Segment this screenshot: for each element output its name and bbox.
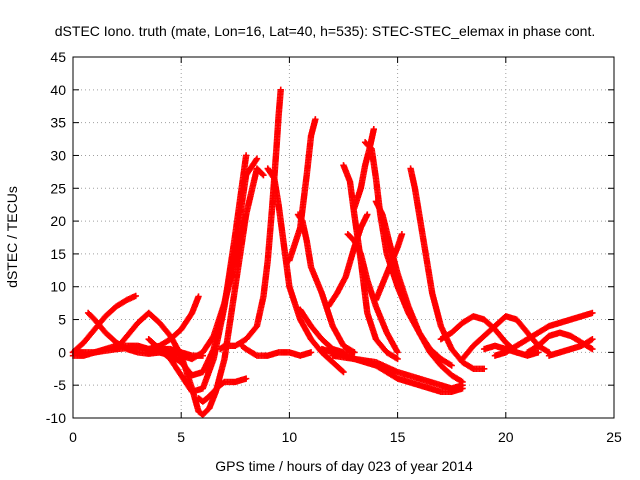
data-point: [260, 171, 267, 179]
x-axis-label: GPS time / hours of day 023 of year 2014: [215, 458, 473, 474]
series-8: [195, 375, 250, 405]
y-tick-label: -10: [46, 410, 66, 426]
data-point: [312, 116, 319, 123]
data-point: [351, 349, 358, 356]
data-point: [195, 293, 202, 300]
data-point: [242, 152, 250, 159]
series-28: [491, 309, 596, 359]
data-point: [459, 381, 466, 389]
y-tick-label: 0: [58, 344, 66, 360]
y-tick-label: -5: [54, 377, 67, 393]
x-tick-label: 0: [69, 429, 77, 445]
data-point: [132, 292, 139, 300]
x-tick-labels: 0 5 10 15 20 25: [69, 429, 622, 445]
series-0: [69, 292, 139, 356]
y-tick-label: 35: [50, 115, 66, 131]
data-point: [370, 126, 377, 133]
data-point: [480, 365, 488, 372]
data-point: [242, 375, 250, 382]
series-19: [351, 126, 377, 212]
data-point: [252, 156, 260, 164]
data-point: [339, 367, 346, 375]
series-30: [545, 336, 596, 359]
data-point: [394, 355, 401, 363]
data-point: [448, 362, 455, 369]
series-12: [286, 116, 319, 264]
series-24: [329, 352, 466, 392]
x-tick-label: 20: [498, 429, 514, 445]
series-10: [264, 165, 347, 376]
y-tick-label: 30: [50, 147, 66, 163]
axis-ticks: [72, 56, 615, 419]
data-point: [340, 368, 347, 376]
series-22: [372, 231, 406, 304]
series-16: [325, 211, 371, 310]
x-tick-label: 15: [390, 429, 406, 445]
series-7: [145, 165, 267, 363]
data-point: [253, 155, 261, 162]
y-tick-label: 45: [50, 49, 66, 65]
plot-frame: [72, 56, 615, 419]
y-tick-labels: -10 -5 0 5 10 15 20 25 30 35 40 45: [46, 49, 66, 426]
data-point: [589, 336, 596, 343]
x-tick-label: 25: [606, 429, 622, 445]
data-point: [307, 349, 315, 356]
y-tick-label: 10: [50, 279, 66, 295]
data-points: [69, 86, 596, 418]
y-axis-label: dSTEC / TECUs: [4, 186, 20, 288]
y-tick-label: 5: [58, 312, 66, 328]
data-point: [398, 231, 406, 238]
x-tick-label: 10: [282, 429, 298, 445]
series-4: [113, 211, 250, 418]
series-13: [294, 211, 358, 356]
y-tick-label: 25: [50, 180, 66, 196]
x-tick-label: 5: [177, 429, 185, 445]
series-17: [344, 231, 401, 356]
chart-title: dSTEC Iono. truth (mate, Lon=16, Lat=40,…: [55, 23, 595, 39]
y-tick-label: 15: [50, 246, 66, 262]
data-point: [394, 349, 401, 356]
data-point: [259, 170, 266, 178]
data-point: [589, 309, 596, 317]
y-tick-label: 20: [50, 213, 66, 229]
data-point: [364, 211, 371, 218]
grid-lines: [73, 57, 614, 418]
y-tick-label: 40: [50, 82, 66, 98]
series-9: [216, 86, 284, 353]
data-point: [589, 345, 596, 353]
data-point: [277, 86, 284, 94]
data-point: [535, 349, 542, 356]
series-11: [238, 342, 315, 359]
